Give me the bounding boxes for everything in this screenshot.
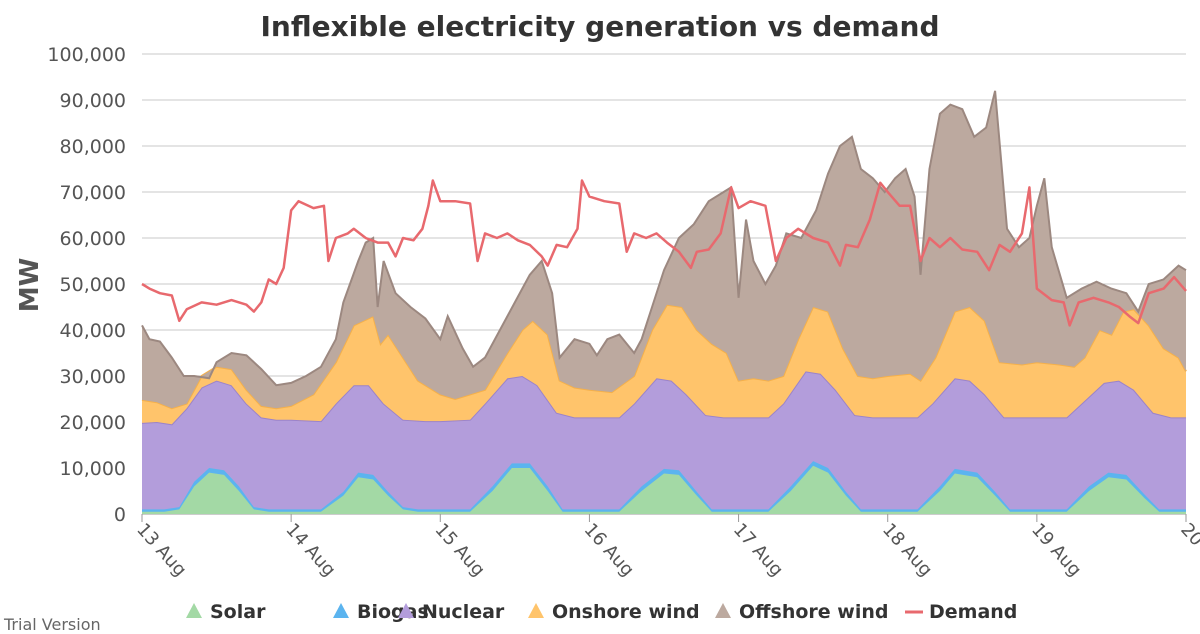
legend-item-biogas[interactable]: Biogas bbox=[333, 601, 429, 623]
y-tick-label: 40,000 bbox=[60, 320, 126, 342]
legend-item-offshore[interactable]: Offshore wind bbox=[715, 601, 889, 623]
y-tick-label: 70,000 bbox=[60, 182, 126, 204]
x-tick-label: 15 Aug bbox=[431, 519, 489, 580]
area-offshore[interactable] bbox=[142, 90, 1186, 409]
y-tick-label: 10,000 bbox=[60, 458, 126, 480]
area-series bbox=[141, 90, 1187, 514]
y-tick-label: 50,000 bbox=[60, 274, 126, 296]
legend-label: Demand bbox=[929, 601, 1017, 623]
x-tick-label: 20 bbox=[1176, 519, 1200, 550]
area-nuclear[interactable] bbox=[142, 371, 1186, 510]
legend-label: Nuclear bbox=[422, 601, 505, 623]
y-tick-label: 90,000 bbox=[60, 90, 126, 112]
legend-swatch bbox=[398, 603, 414, 618]
x-tick-label: 18 Aug bbox=[878, 519, 936, 580]
x-tick-label: 16 Aug bbox=[580, 519, 638, 580]
legend-swatch bbox=[333, 603, 349, 618]
legend-swatch bbox=[715, 603, 731, 618]
area-solar[interactable] bbox=[142, 465, 1186, 514]
y-tick-label: 20,000 bbox=[60, 412, 126, 434]
legend-item-solar[interactable]: Solar bbox=[186, 601, 266, 623]
area-onshore[interactable] bbox=[142, 304, 1186, 425]
line-demand[interactable] bbox=[141, 179, 1187, 327]
x-tick-label: 19 Aug bbox=[1027, 519, 1085, 580]
legend-label: Solar bbox=[210, 601, 266, 623]
line-series bbox=[141, 179, 1187, 327]
legend-swatch bbox=[186, 603, 202, 618]
x-axis-ticks: 13 Aug 14 Aug 15 Aug 16 Aug 17 Aug 18 Aug 19 A… bbox=[132, 514, 1200, 581]
area-edge-offshore bbox=[141, 90, 1187, 387]
legend-item-nuclear[interactable]: Nuclear bbox=[398, 601, 505, 623]
y-axis-label: MW bbox=[15, 258, 45, 313]
area-biogas[interactable] bbox=[142, 461, 1186, 512]
legend-label: Offshore wind bbox=[739, 601, 889, 623]
x-tick-label: 13 Aug bbox=[132, 519, 190, 580]
y-tick-label: 30,000 bbox=[60, 366, 126, 388]
legend-swatch bbox=[528, 603, 544, 618]
legend-item-demand[interactable]: Demand bbox=[905, 601, 1017, 623]
legend-item-onshore[interactable]: Onshore wind bbox=[528, 601, 700, 623]
y-tick-label: 0 bbox=[114, 504, 126, 526]
y-axis-ticks: 0 10,000 20,000 30,000 40,000 50,000 60,000 70,… bbox=[47, 44, 126, 526]
legend-label: Biogas bbox=[357, 601, 429, 623]
y-tick-label: 60,000 bbox=[60, 228, 126, 250]
y-tick-label: 80,000 bbox=[60, 136, 126, 158]
watermark-text: Trial Version bbox=[3, 615, 101, 634]
y-tick-label: 100,000 bbox=[47, 44, 126, 66]
chart-title: Inflexible electricity generation vs dem… bbox=[261, 10, 940, 43]
x-tick-label: 17 Aug bbox=[729, 519, 787, 580]
x-tick-label: 14 Aug bbox=[281, 519, 339, 580]
legend-label: Onshore wind bbox=[552, 601, 700, 623]
